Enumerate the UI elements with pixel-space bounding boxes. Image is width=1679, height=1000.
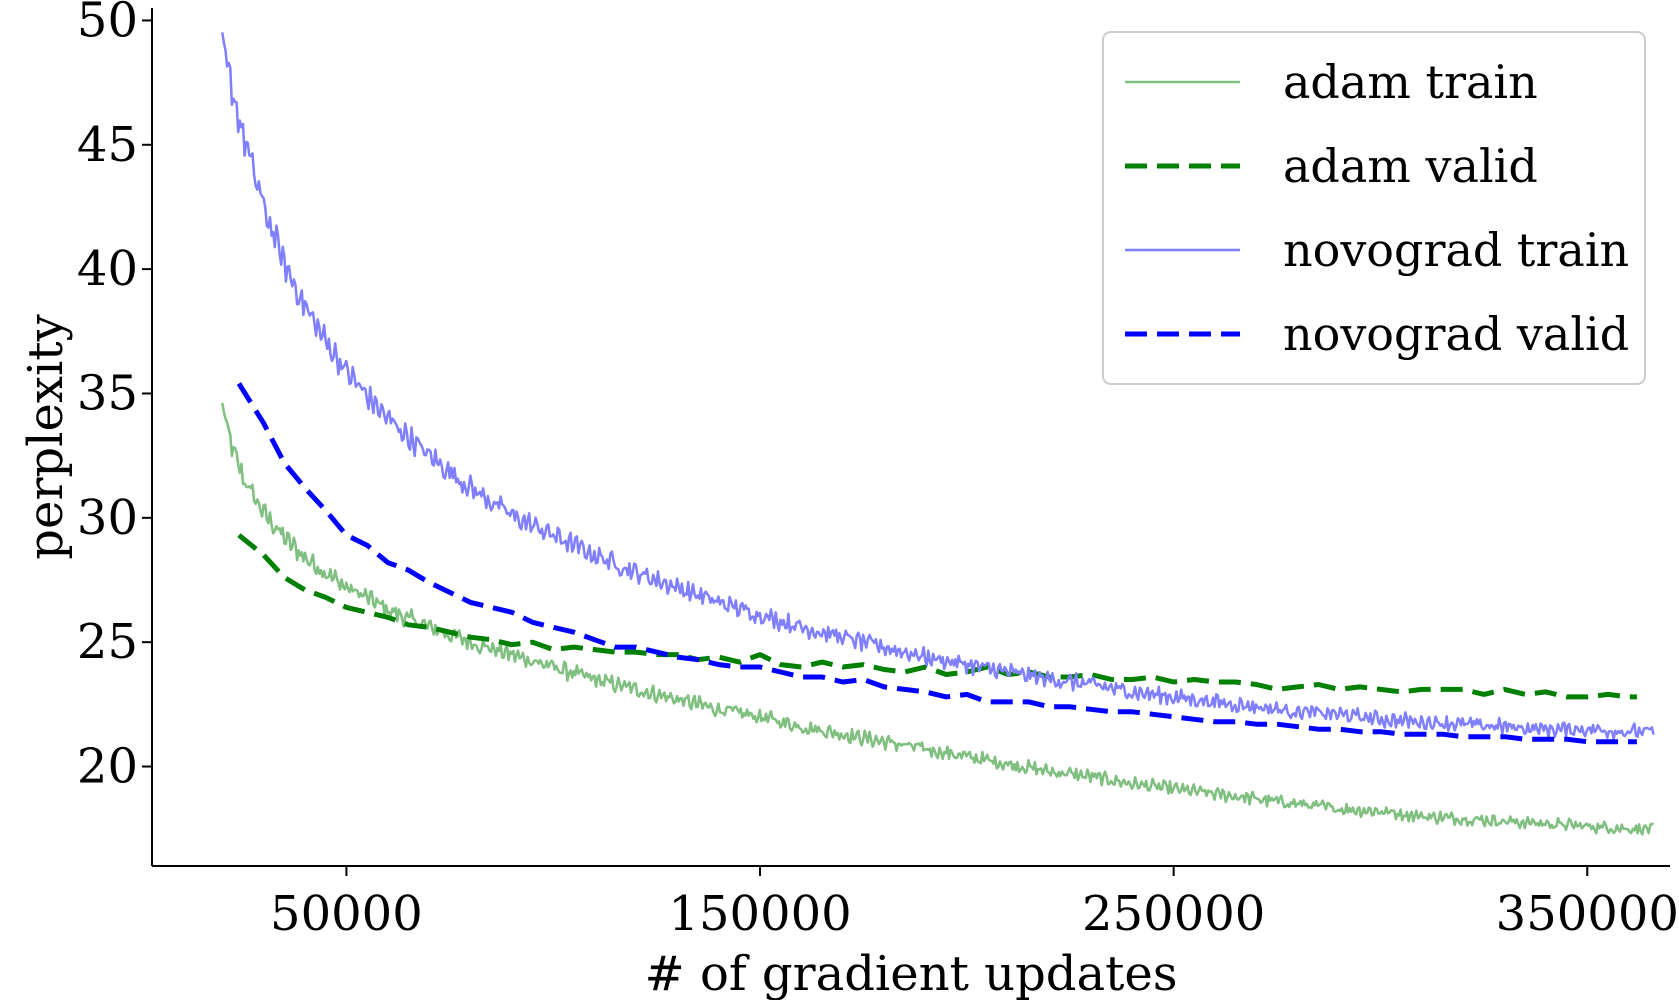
x-tick-label: 50000	[270, 886, 423, 942]
y-ticks: 20 25 30 35 40 45 50	[77, 0, 152, 795]
y-tick-label: 30	[77, 490, 138, 546]
y-tick-label: 40	[77, 241, 138, 297]
legend-label: adam train	[1283, 55, 1538, 109]
legend-box	[1102, 31, 1646, 385]
series-layer	[221, 32, 1655, 836]
x-tick-label: 350000	[1496, 886, 1679, 942]
series-line-novograd-train	[221, 32, 1655, 740]
legend: adam train adam valid novograd train novogr…	[1102, 31, 1646, 385]
legend-label: novograd valid	[1283, 307, 1629, 361]
y-tick-label: 20	[77, 739, 138, 795]
axes	[151, 8, 1670, 867]
series-line-adam-train	[221, 402, 1654, 836]
y-tick-label: 35	[77, 365, 138, 421]
x-ticks: 50000 150000 250000 350000	[270, 866, 1679, 942]
y-axis-label: perplexity	[18, 314, 74, 559]
legend-label: novograd train	[1283, 223, 1629, 277]
x-tick-label: 250000	[1082, 886, 1265, 942]
legend-label: adam valid	[1283, 139, 1538, 193]
y-tick-label: 25	[77, 614, 138, 670]
y-tick-label: 50	[77, 0, 138, 48]
y-tick-label: 45	[77, 117, 138, 173]
x-tick-label: 150000	[668, 886, 851, 942]
x-axis-label: # of gradient updates	[645, 946, 1178, 1000]
series-line-adam-valid	[237, 533, 1637, 700]
series-line-novograd-valid	[236, 382, 1637, 745]
